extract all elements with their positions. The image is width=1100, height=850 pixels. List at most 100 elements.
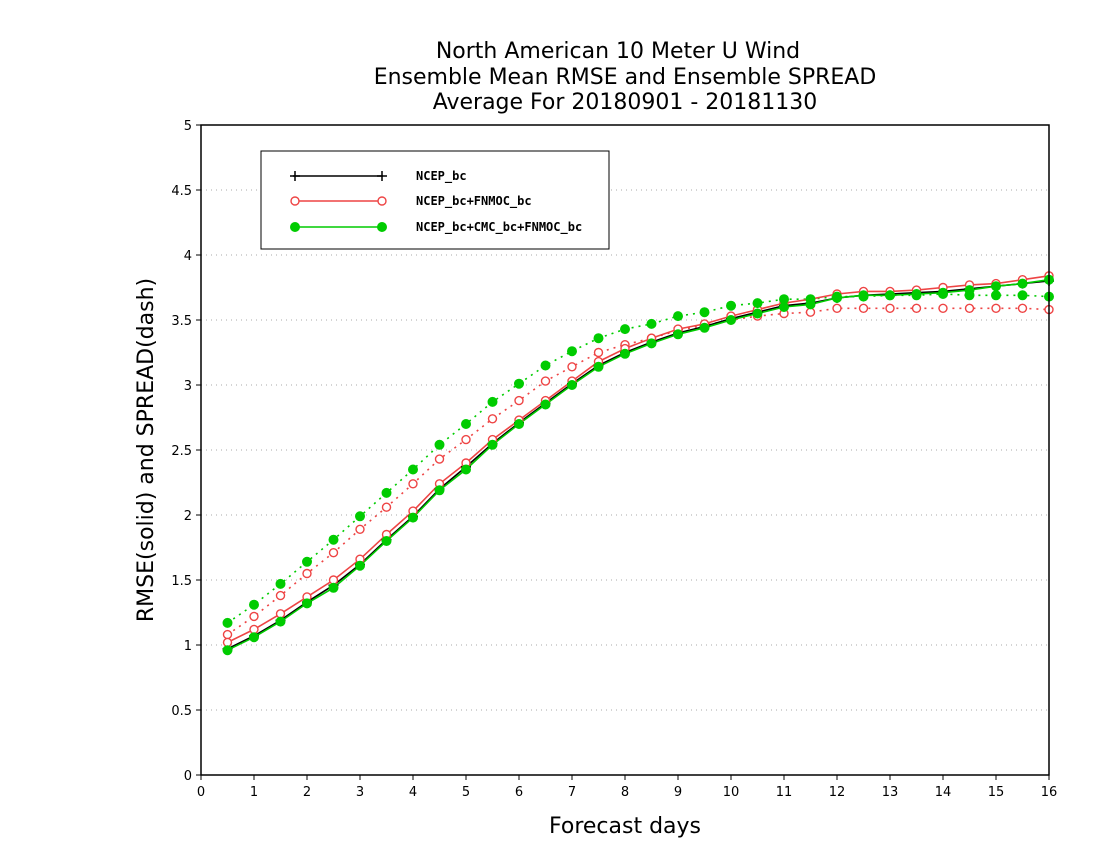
spread-point [991, 290, 1001, 301]
spread-point [381, 502, 392, 512]
y-tick-label: 1 [184, 639, 192, 654]
rmse-point [699, 322, 710, 333]
rmse-lines [227, 275, 1050, 651]
spread-point [222, 617, 233, 628]
spread-point [646, 318, 657, 329]
rmse-point [673, 329, 683, 340]
spread-point [752, 298, 763, 309]
rmse-point [222, 645, 233, 656]
spread-point [858, 303, 869, 313]
rmse-line-series-2 [227, 278, 1050, 651]
x-tick-label: 5 [462, 785, 470, 800]
x-tick-label: 11 [776, 785, 793, 800]
chart-title: North American 10 Meter U Wind Ensemble … [374, 39, 877, 115]
rmse-point [381, 536, 392, 546]
x-tick-label: 2 [303, 785, 311, 800]
y-axis-ticks: 0 0.5 1 1.5 2 2.5 3 3.5 4 4.5 5 [171, 119, 201, 784]
x-tick-label: 6 [515, 785, 523, 800]
spread-point [567, 362, 577, 372]
data-markers [222, 271, 1054, 656]
spread-point [540, 376, 551, 386]
spread-point [461, 419, 471, 429]
rmse-point [885, 290, 895, 301]
x-tick-label: 9 [674, 785, 682, 800]
x-tick-label: 10 [723, 785, 740, 800]
y-tick-label: 4.5 [171, 184, 192, 199]
legend-marker [290, 196, 300, 206]
rmse-point [408, 512, 418, 523]
spread-point [434, 439, 445, 450]
legend-marker [377, 196, 387, 206]
rmse-point [249, 632, 259, 643]
spread-point [434, 454, 445, 464]
x-tick-label: 3 [356, 785, 364, 800]
spread-point [726, 300, 736, 311]
y-tick-label: 2 [184, 509, 192, 524]
spread-line-series-1 [227, 307, 1050, 636]
spread-point [699, 307, 710, 318]
spread-point [408, 464, 418, 475]
spread-point [249, 599, 259, 610]
spread-point [461, 434, 471, 445]
legend-marker [377, 222, 387, 232]
x-tick-label: 0 [197, 785, 205, 800]
x-tick-label: 1 [250, 785, 258, 800]
rmse-point [991, 281, 1001, 292]
rmse-point [355, 560, 365, 571]
legend-marker [377, 171, 387, 181]
spread-point [355, 524, 365, 534]
rmse-line-series-1 [227, 275, 1050, 644]
spread-lines [227, 293, 1050, 636]
title-line-2: Ensemble Mean RMSE and Ensemble SPREAD [374, 65, 877, 90]
spread-point [620, 324, 630, 335]
spread-point [540, 360, 551, 371]
rmse-point [620, 348, 630, 359]
rmse-point [567, 380, 577, 390]
y-tick-label: 4 [184, 249, 192, 264]
spread-point [487, 414, 498, 424]
rmse-point [964, 285, 975, 296]
spread-point [1017, 290, 1028, 301]
x-axis-label: Forecast days [549, 814, 701, 839]
legend-box [260, 150, 610, 250]
x-tick-label: 15 [988, 785, 1005, 800]
x-tick-label: 14 [935, 785, 952, 800]
spread-point [275, 590, 286, 601]
spread-point [249, 611, 259, 622]
spread-point [673, 311, 683, 322]
legend-marker [290, 222, 300, 232]
spread-point [381, 487, 392, 498]
x-tick-label: 8 [621, 785, 629, 800]
rmse-point [911, 289, 922, 299]
x-tick-label: 16 [1041, 785, 1058, 800]
title-line-1: North American 10 Meter U Wind [436, 39, 800, 64]
rmse-point [646, 338, 657, 349]
spread-point [222, 629, 233, 640]
spread-point [991, 303, 1001, 313]
rmse-point [593, 361, 604, 372]
y-tick-label: 0.5 [171, 704, 192, 719]
spread-point [593, 333, 604, 344]
spread-point [964, 303, 975, 313]
spread-point [487, 396, 498, 407]
rmse-point [752, 308, 763, 319]
spread-point [911, 303, 922, 313]
y-axis-label: RMSE(solid) and SPREAD(dash) [134, 278, 159, 622]
spread-point [805, 307, 816, 317]
rmse-point [514, 419, 524, 429]
legend-marker [290, 171, 300, 181]
rmse-point [779, 302, 789, 312]
rmse-point [328, 582, 339, 593]
rmse-point [938, 287, 948, 298]
y-tick-label: 5 [184, 119, 192, 134]
x-tick-label: 13 [882, 785, 899, 800]
rmse-line-series-0 [227, 280, 1050, 650]
y-tick-label: 0 [184, 769, 192, 784]
legend-label: NCEP_bc+FNMOC_bc [416, 194, 532, 209]
x-tick-label: 7 [568, 785, 576, 800]
spread-point [355, 511, 365, 522]
x-tick-label: 12 [829, 785, 846, 800]
spread-line-series-2 [227, 293, 1050, 624]
rmse-point [832, 292, 842, 303]
